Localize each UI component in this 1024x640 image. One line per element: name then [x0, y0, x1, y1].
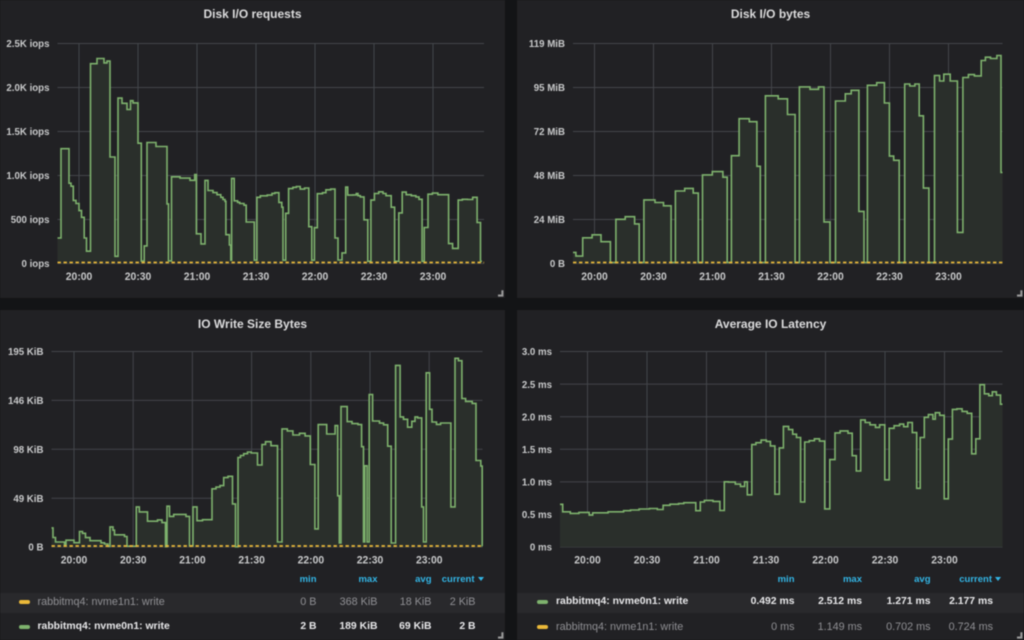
- svg-text:3.0 ms: 3.0 ms: [522, 347, 552, 358]
- svg-text:20:30: 20:30: [634, 555, 661, 567]
- svg-text:22:30: 22:30: [361, 271, 388, 283]
- svg-text:21:30: 21:30: [243, 271, 269, 283]
- svg-text:22:00: 22:00: [817, 271, 844, 283]
- svg-text:20:30: 20:30: [125, 271, 152, 283]
- svg-text:0.5 ms: 0.5 ms: [522, 510, 552, 521]
- svg-text:195 KiB: 195 KiB: [8, 347, 44, 358]
- svg-text:22:00: 22:00: [298, 555, 325, 567]
- svg-text:21:00: 21:00: [179, 555, 206, 567]
- svg-text:23:00: 23:00: [420, 271, 447, 283]
- svg-text:2.0 ms: 2.0 ms: [522, 412, 552, 423]
- svg-text:23:00: 23:00: [416, 555, 443, 567]
- svg-text:20:30: 20:30: [640, 271, 667, 283]
- svg-text:20:00: 20:00: [66, 271, 93, 283]
- svg-text:72 MiB: 72 MiB: [534, 127, 565, 138]
- svg-text:22:00: 22:00: [302, 271, 329, 283]
- svg-text:146 KiB: 146 KiB: [8, 396, 44, 407]
- svg-text:21:30: 21:30: [758, 271, 785, 283]
- svg-text:22:30: 22:30: [357, 555, 384, 567]
- svg-text:2.5K iops: 2.5K iops: [6, 39, 49, 50]
- svg-text:23:00: 23:00: [931, 555, 958, 567]
- svg-text:21:00: 21:00: [184, 271, 211, 283]
- svg-text:119 MiB: 119 MiB: [529, 39, 565, 50]
- svg-text:2.0K iops: 2.0K iops: [6, 83, 49, 94]
- svg-text:1.5 ms: 1.5 ms: [522, 445, 552, 456]
- svg-text:21:30: 21:30: [753, 555, 780, 567]
- svg-text:0 B: 0 B: [550, 259, 565, 270]
- svg-text:1.5K iops: 1.5K iops: [6, 127, 49, 138]
- svg-text:21:00: 21:00: [693, 555, 720, 567]
- svg-text:0 B: 0 B: [28, 543, 43, 554]
- svg-text:22:30: 22:30: [876, 271, 903, 283]
- svg-text:1.0 ms: 1.0 ms: [522, 478, 552, 489]
- svg-text:0 iops: 0 iops: [22, 259, 50, 270]
- svg-text:48 MiB: 48 MiB: [534, 171, 565, 182]
- svg-text:0 ms: 0 ms: [530, 543, 552, 554]
- svg-text:95 MiB: 95 MiB: [534, 83, 565, 94]
- svg-text:24 MiB: 24 MiB: [534, 215, 565, 226]
- svg-text:22:00: 22:00: [812, 555, 839, 567]
- svg-text:20:00: 20:00: [61, 555, 88, 567]
- svg-text:20:30: 20:30: [120, 555, 147, 567]
- svg-text:500 iops: 500 iops: [11, 215, 50, 226]
- svg-text:98 KiB: 98 KiB: [13, 445, 43, 456]
- svg-text:20:00: 20:00: [581, 271, 608, 283]
- svg-text:23:00: 23:00: [935, 271, 962, 283]
- svg-text:49 KiB: 49 KiB: [13, 494, 43, 505]
- svg-text:20:00: 20:00: [574, 555, 601, 567]
- svg-text:22:30: 22:30: [872, 555, 899, 567]
- svg-text:1.0K iops: 1.0K iops: [6, 171, 49, 182]
- svg-text:21:30: 21:30: [238, 555, 265, 567]
- svg-text:2.5 ms: 2.5 ms: [522, 380, 552, 391]
- svg-text:21:00: 21:00: [699, 271, 726, 283]
